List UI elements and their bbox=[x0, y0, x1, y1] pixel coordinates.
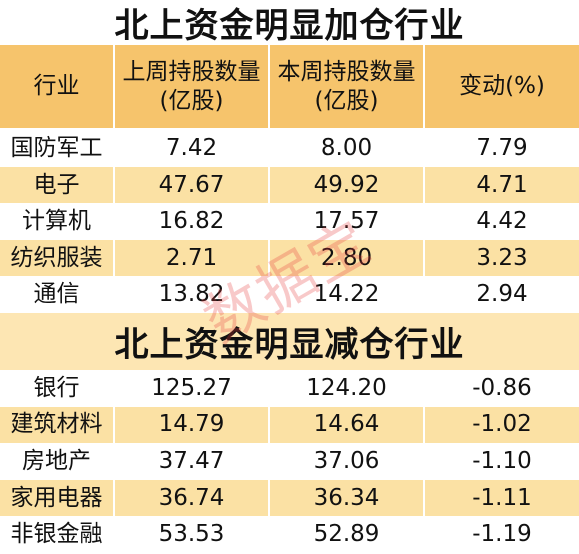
value-cell: -1.10 bbox=[472, 448, 532, 475]
value-cell: 47.67 bbox=[115, 166, 270, 204]
industry-cell: 银行 bbox=[0, 369, 115, 407]
industry-cell: 纺织服装 bbox=[0, 239, 115, 277]
value-cell: 37.47 bbox=[115, 443, 270, 480]
value-cell: 124.20 bbox=[270, 369, 425, 407]
value-cell: 16.82 bbox=[115, 203, 270, 240]
data-row: 非银金融 53.53 52.89 -1.19 bbox=[0, 516, 579, 553]
value-cell: 7.42 bbox=[115, 130, 270, 167]
value-cell: 14.22 bbox=[270, 276, 425, 313]
section-title: 北上资金明显加仓行业 bbox=[0, 0, 579, 46]
header-row: 行业 上周持股数量(亿股) 本周持股数量(亿股) 变动(%) bbox=[0, 45, 579, 130]
value-cell: 53.53 bbox=[115, 516, 270, 553]
value-cell: 4.71 bbox=[476, 171, 528, 198]
value-cell: 36.74 bbox=[115, 479, 270, 517]
value-cell: 17.57 bbox=[270, 203, 425, 240]
value-cell: 14.64 bbox=[270, 406, 425, 444]
value-cell: 13.82 bbox=[115, 276, 270, 313]
data-row: 电子 47.67 49.92 4.71 bbox=[0, 166, 579, 204]
industry-cell: 非银金融 bbox=[0, 516, 115, 553]
value-cell: -1.11 bbox=[472, 484, 532, 511]
industry-cell: 家用电器 bbox=[0, 479, 115, 517]
data-row: 建筑材料 14.79 14.64 -1.02 bbox=[0, 406, 579, 444]
value-cell: -1.02 bbox=[472, 411, 532, 438]
industry-cell: 通信 bbox=[0, 276, 115, 313]
data-row: 国防军工 7.42 8.00 7.79 bbox=[0, 130, 579, 167]
value-cell: 2.80 bbox=[270, 239, 425, 277]
value-cell: 4.42 bbox=[476, 208, 528, 235]
value-cell: 8.00 bbox=[270, 130, 425, 167]
header-cell: 行业 bbox=[0, 45, 115, 128]
industry-cell: 房地产 bbox=[0, 443, 115, 480]
value-cell: 37.06 bbox=[270, 443, 425, 480]
value-cell: 125.27 bbox=[115, 369, 270, 407]
value-cell: -1.19 bbox=[472, 521, 532, 548]
header-cell: 本周持股数量(亿股) bbox=[270, 45, 425, 128]
value-cell: 3.23 bbox=[476, 244, 528, 271]
industry-cell: 电子 bbox=[0, 166, 115, 204]
data-row: 银行 125.27 124.20 -0.86 bbox=[0, 369, 579, 407]
industry-cell: 建筑材料 bbox=[0, 406, 115, 444]
value-cell: 7.79 bbox=[476, 134, 528, 161]
section-title: 北上资金明显减仓行业 bbox=[0, 312, 579, 370]
data-row: 计算机 16.82 17.57 4.42 bbox=[0, 203, 579, 240]
value-cell: 14.79 bbox=[115, 406, 270, 444]
value-cell: 52.89 bbox=[270, 516, 425, 553]
industry-cell: 计算机 bbox=[0, 203, 115, 240]
value-cell: 49.92 bbox=[270, 166, 425, 204]
data-row: 通信 13.82 14.22 2.94 bbox=[0, 276, 579, 313]
header-cell: 变动(%) bbox=[459, 73, 545, 100]
value-cell: 2.71 bbox=[115, 239, 270, 277]
value-cell: -0.86 bbox=[472, 374, 532, 401]
header-cell: 上周持股数量(亿股) bbox=[115, 45, 270, 128]
data-row: 家用电器 36.74 36.34 -1.11 bbox=[0, 479, 579, 517]
data-row: 房地产 37.47 37.06 -1.10 bbox=[0, 443, 579, 480]
industry-cell: 国防军工 bbox=[0, 130, 115, 167]
value-cell: 2.94 bbox=[476, 281, 528, 308]
value-cell: 36.34 bbox=[270, 479, 425, 517]
data-row: 纺织服装 2.71 2.80 3.23 bbox=[0, 239, 579, 277]
